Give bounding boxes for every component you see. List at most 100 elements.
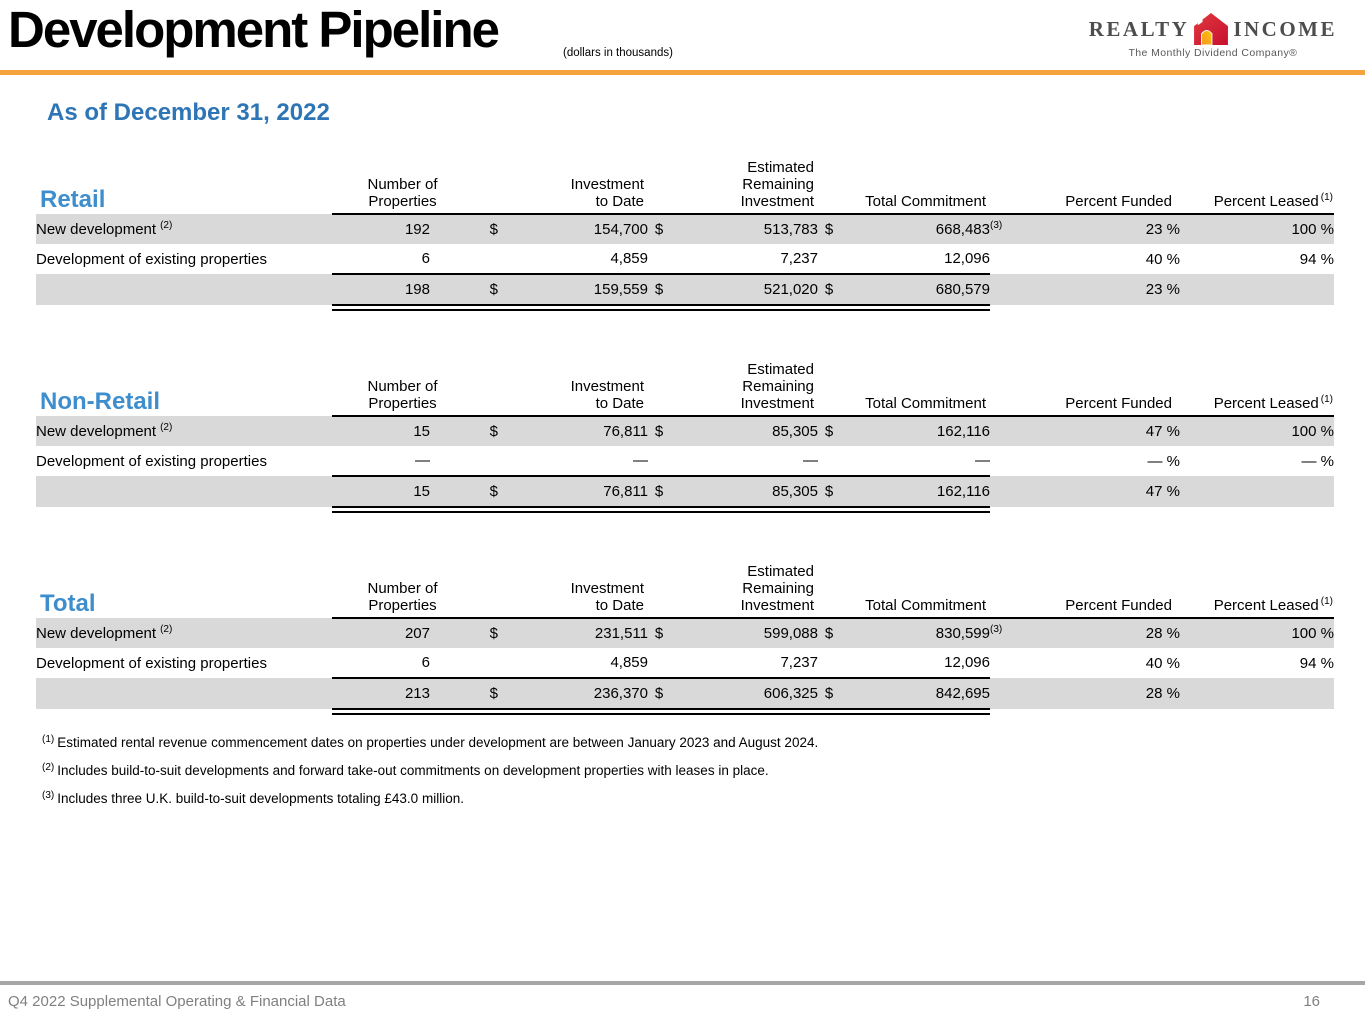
table-cell: 154,700 bbox=[498, 214, 648, 244]
logo-word-right: INCOME bbox=[1233, 16, 1337, 41]
page-number: 16 bbox=[1303, 993, 1320, 1010]
table-cell bbox=[36, 476, 332, 507]
table-cell bbox=[1180, 678, 1334, 709]
footnotes: (1) Estimated rental revenue commencement… bbox=[42, 734, 1365, 806]
table-cell: — % bbox=[1301, 452, 1334, 470]
column-header-estimated-remaining-investment: Estimated Remaining Investment bbox=[670, 159, 818, 215]
footnote-1-text: Estimated rental revenue commencement da… bbox=[57, 735, 819, 750]
footnote-2-number: (2) bbox=[42, 761, 55, 773]
column-header-total-commitment: Total Commitment bbox=[840, 159, 990, 215]
footnote-3-number: (3) bbox=[42, 789, 55, 801]
table-cell: 28 % bbox=[1020, 618, 1180, 648]
table-cell bbox=[990, 416, 1020, 446]
table-cell: 159,559 bbox=[498, 273, 648, 306]
footnote-ref: (2) bbox=[160, 219, 173, 231]
table-cell bbox=[990, 476, 1020, 507]
table-cell bbox=[430, 244, 498, 274]
footnote-3-text: Includes three U.K. build-to-suit develo… bbox=[57, 791, 464, 806]
table-row: New development (2) 15 $76,811 $85,305 $162,1… bbox=[36, 416, 1334, 446]
tables: Retail Number of Properties Investment t… bbox=[0, 159, 1365, 715]
table-cell bbox=[430, 446, 498, 476]
column-header-spacer bbox=[818, 563, 840, 619]
footnote-ref-1: (1) bbox=[1320, 192, 1333, 203]
table-cell: $ bbox=[818, 475, 840, 508]
column-header-investment-to-date: Investment to Date bbox=[498, 361, 648, 417]
footnote-ref: (2) bbox=[160, 623, 173, 635]
table-cell: 236,370 bbox=[498, 677, 648, 710]
column-header-spacer bbox=[818, 159, 840, 215]
table-cell: 47 % bbox=[1020, 416, 1180, 446]
table-cell: 7,237 bbox=[780, 250, 818, 267]
table-cell: $ bbox=[818, 214, 840, 244]
table-cell: Development of existing properties bbox=[36, 654, 267, 672]
table-row: Development of existing properties — — — — — … bbox=[36, 446, 1334, 476]
table-cell bbox=[1180, 274, 1334, 305]
column-header-spacer bbox=[648, 361, 670, 417]
page-title: Development Pipeline bbox=[8, 1, 500, 58]
realty-income-house-icon bbox=[1194, 13, 1229, 46]
column-header-spacer bbox=[648, 159, 670, 215]
table-cell: 680,579 bbox=[840, 273, 990, 306]
table-row: Development of existing properties 6 4,859… bbox=[36, 244, 1334, 274]
column-header-number-of-properties: Number of Properties bbox=[332, 563, 498, 619]
total-row: 15 $76,811 $85,305 $162,116 47 % bbox=[36, 475, 1334, 508]
realty-income-logo: REALTY bbox=[1089, 13, 1337, 59]
column-header-percent-leased: Percent Leased (1) bbox=[1180, 563, 1334, 619]
table-cell: $ bbox=[430, 475, 498, 508]
total-row: 213 $236,370 $606,325 $842,695 28 % bbox=[36, 677, 1334, 710]
column-header-percent-funded: Percent Funded bbox=[1020, 563, 1180, 619]
section-title: Non-Retail bbox=[40, 388, 160, 415]
table-cell: $ bbox=[648, 416, 670, 446]
footnote-ref: (2) bbox=[160, 421, 173, 433]
table-cell: — bbox=[633, 452, 648, 469]
table-cell: $ bbox=[430, 416, 498, 446]
table-cell: 100 % bbox=[1180, 618, 1334, 648]
masthead: Development Pipeline (dollars in thousan… bbox=[0, 0, 1365, 70]
table-cell bbox=[990, 244, 1020, 274]
table-cell: $ bbox=[430, 273, 498, 306]
column-header-spacer bbox=[818, 361, 840, 417]
table-cell bbox=[990, 648, 1020, 678]
pipeline-table-retail: Retail Number of Properties Investment t… bbox=[36, 159, 1334, 311]
table-cell: 668,483 bbox=[840, 214, 990, 244]
column-header-spacer bbox=[990, 361, 1020, 417]
table-cell bbox=[990, 446, 1020, 476]
table-cell: $ bbox=[648, 677, 670, 710]
table-cell: 100 % bbox=[1180, 416, 1334, 446]
column-header-percent-leased: Percent Leased (1) bbox=[1180, 159, 1334, 215]
table-cell: 28 % bbox=[1020, 678, 1180, 709]
table-cell: Development of existing properties bbox=[36, 250, 267, 268]
column-header-spacer bbox=[990, 159, 1020, 215]
table-cell: 85,305 bbox=[670, 416, 818, 446]
table-cell: $ bbox=[430, 677, 498, 710]
footnote-ref-1: (1) bbox=[1320, 596, 1333, 607]
table-cell: 207 bbox=[332, 618, 430, 648]
double-rule-row bbox=[36, 507, 1334, 513]
double-rule-row bbox=[36, 305, 1334, 311]
table-header-row: Total Number of Properties Investment to… bbox=[36, 563, 1334, 619]
table-cell: $ bbox=[430, 214, 498, 244]
table-cell: 76,811 bbox=[498, 416, 648, 446]
column-header-spacer bbox=[990, 563, 1020, 619]
pipeline-table-total: Total Number of Properties Investment to… bbox=[36, 563, 1334, 715]
footnote-2: (2) Includes build-to-suit developments a… bbox=[42, 761, 1365, 778]
table-cell: New development (2) bbox=[36, 416, 332, 446]
logo-tagline: The Monthly Dividend Company® bbox=[1128, 47, 1298, 59]
footer-document-title: Q4 2022 Supplemental Operating & Financi… bbox=[8, 993, 346, 1010]
table-cell: 85,305 bbox=[670, 475, 818, 508]
table-cell bbox=[430, 648, 498, 678]
footnote-2-text: Includes build-to-suit developments and … bbox=[57, 763, 769, 778]
table-cell bbox=[36, 274, 332, 305]
table-cell: 94 % bbox=[1299, 654, 1334, 672]
table-cell: 4,859 bbox=[610, 250, 648, 267]
table-cell bbox=[36, 678, 332, 709]
table-cell: $ bbox=[818, 618, 840, 648]
table-cell: 830,599 bbox=[840, 618, 990, 648]
table-cell: $ bbox=[818, 273, 840, 306]
table-header-row: Retail Number of Properties Investment t… bbox=[36, 159, 1334, 215]
table-cell: Development of existing properties bbox=[36, 452, 267, 470]
table-cell bbox=[648, 648, 670, 678]
table-cell bbox=[648, 244, 670, 274]
table-cell: — bbox=[975, 452, 990, 469]
table-cell bbox=[1180, 476, 1334, 507]
